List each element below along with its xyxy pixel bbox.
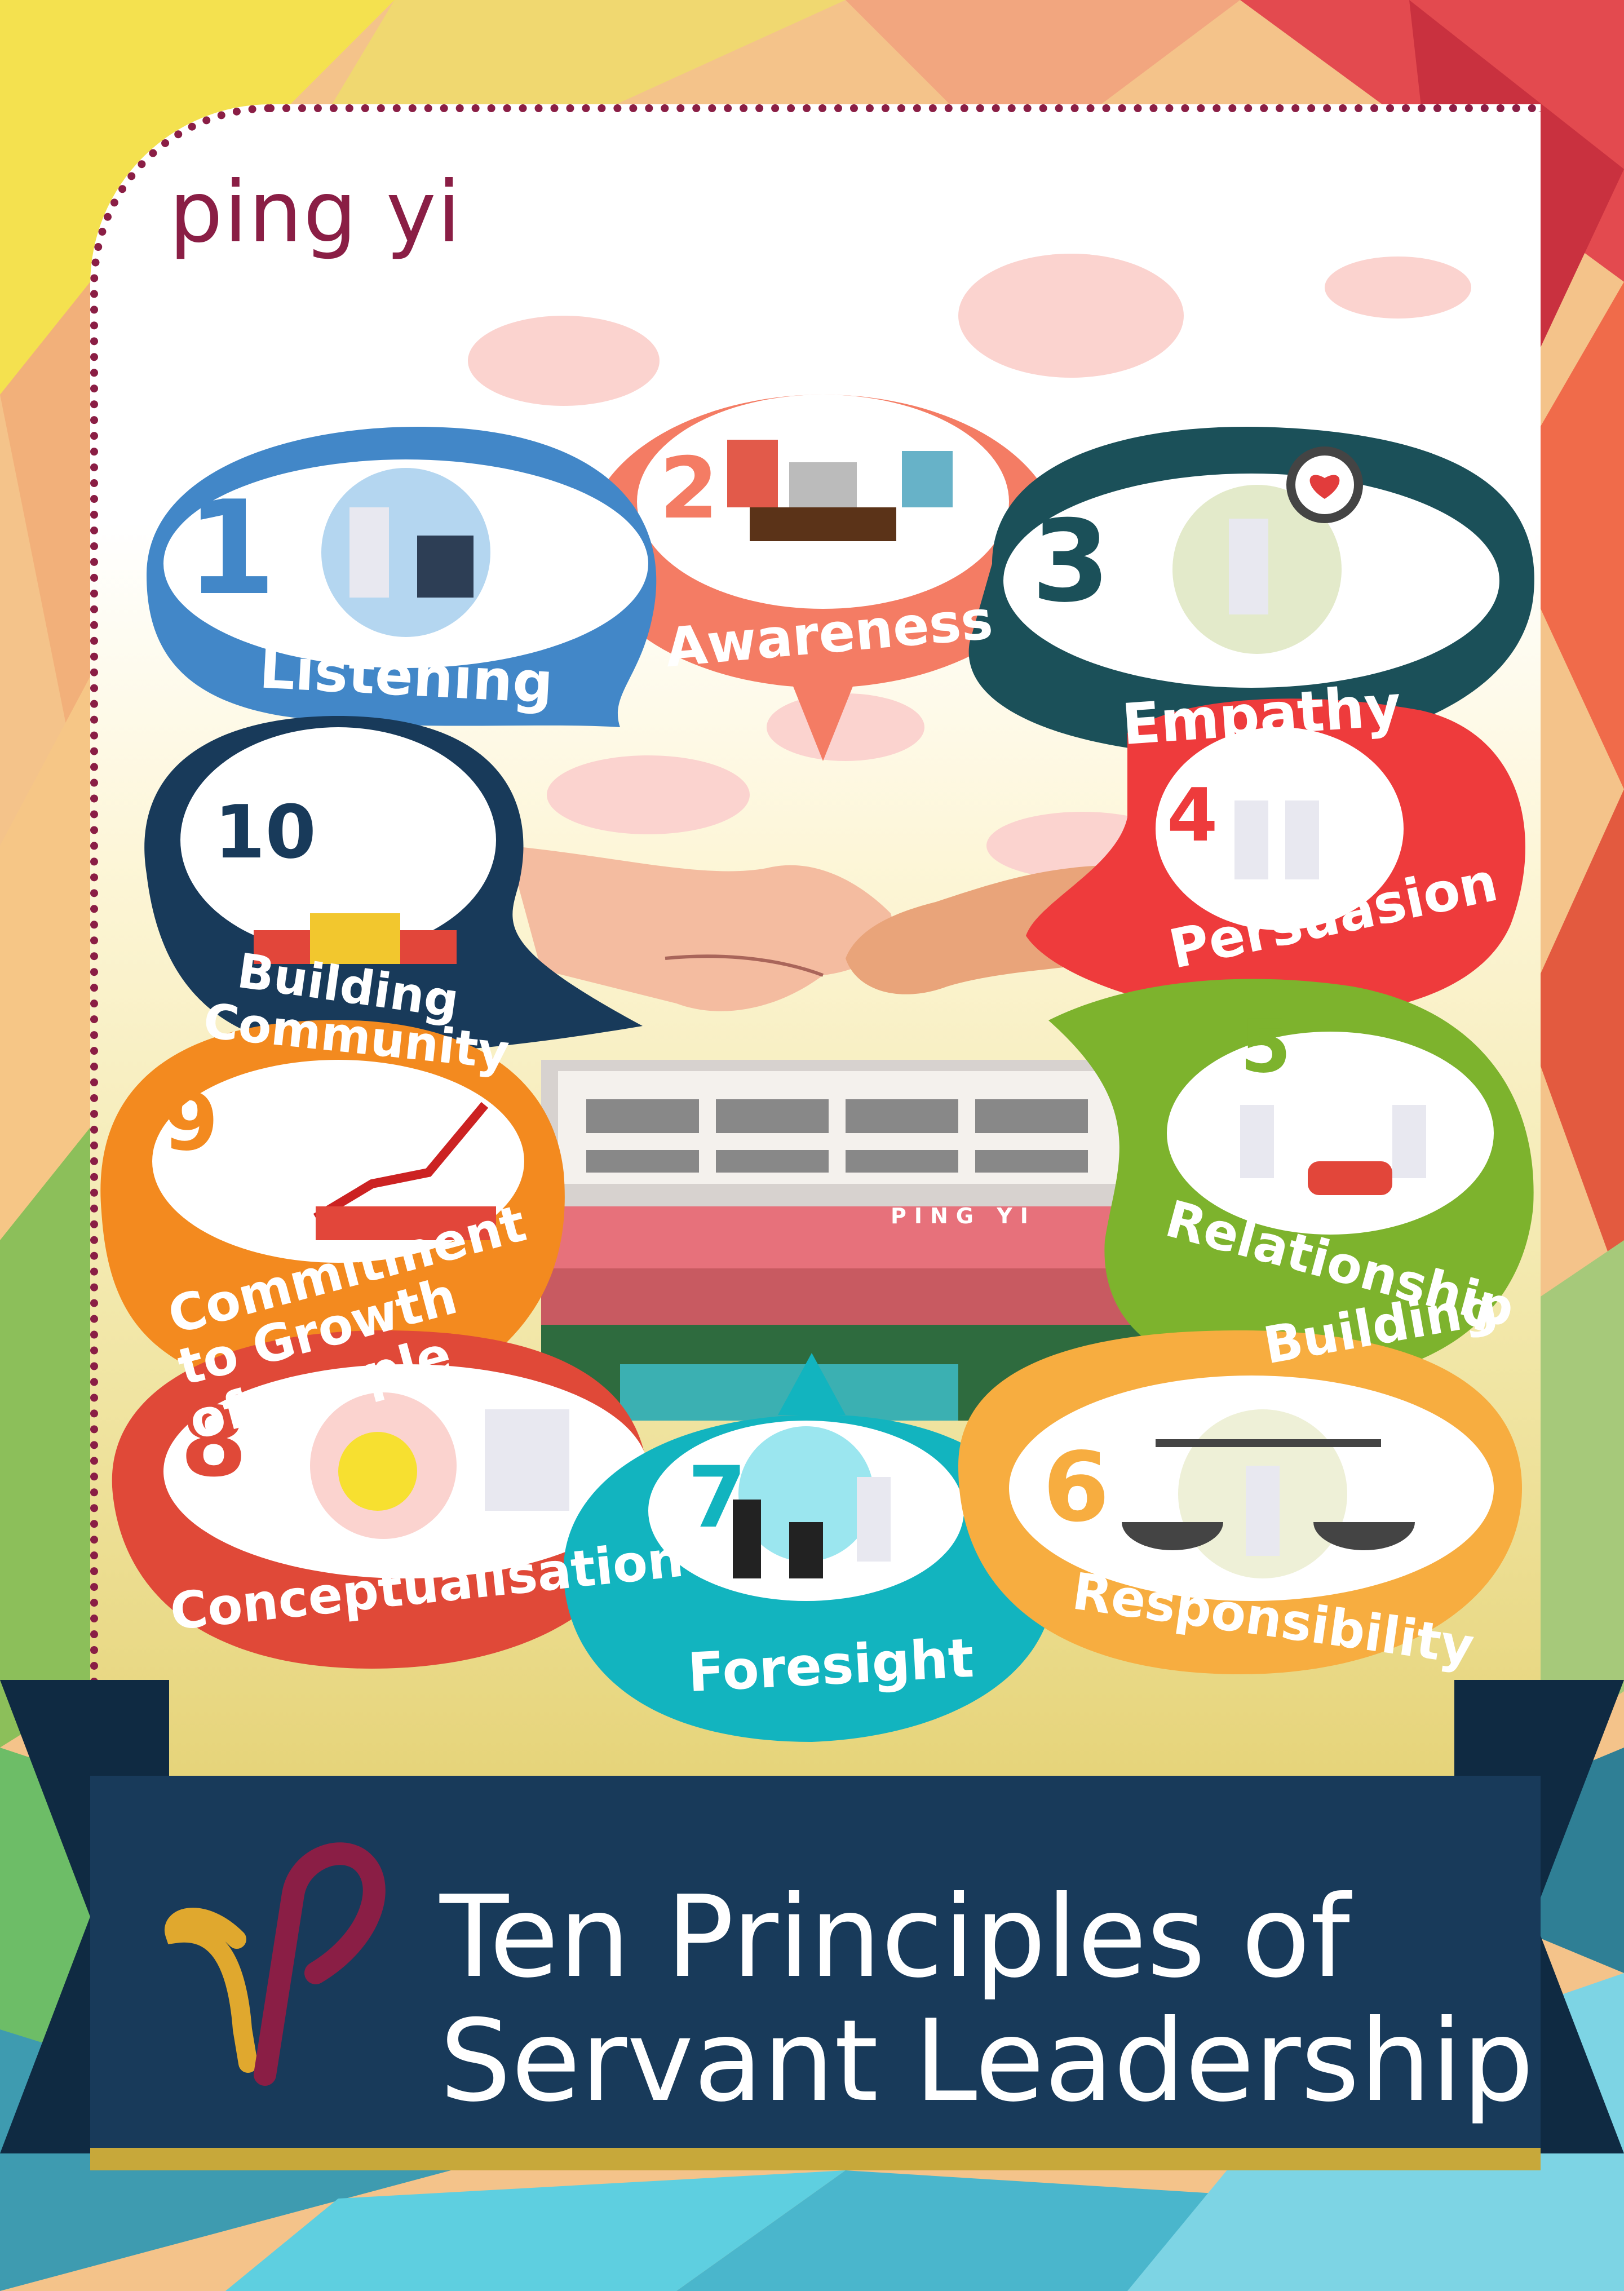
school-logo-icon: [165, 1842, 386, 2086]
bubble-building-community: [144, 716, 643, 1053]
title-line-1: Ten Principles of: [440, 1872, 1350, 2003]
principle-10-number: 10: [214, 789, 316, 875]
title-banner: [0, 1680, 1624, 2170]
principle-4-number: 4: [1167, 772, 1218, 858]
title-line-2: Servant Leadership: [440, 1996, 1534, 2127]
bubble-awareness: [586, 395, 1060, 761]
bubble-foresight: [563, 1353, 1055, 1742]
bubble-responsibility: [958, 1330, 1522, 1674]
bubble-conceptualisation: [112, 1330, 648, 1669]
principle-9-number: 9: [163, 1077, 219, 1169]
brand-name: ping yi: [169, 163, 462, 262]
bubble-commitment: [100, 1020, 565, 1396]
bubble-listening: [147, 427, 657, 727]
principle-1-number: 1: [186, 474, 277, 624]
principle-3-number: 3: [1032, 496, 1110, 627]
bubble-relationship: [1048, 979, 1534, 1382]
principle-8-number: 8: [180, 1387, 247, 1498]
bubble-empathy: [968, 427, 1534, 755]
school-sign: PING YI: [891, 1204, 1036, 1228]
principle-2-number: 2: [660, 440, 719, 538]
bubble-persuasion: [1026, 698, 1526, 1018]
principle-6-number: 6: [1043, 1432, 1110, 1543]
principle-5-number: 5: [1240, 1003, 1291, 1089]
principle-7-number: 7: [688, 1449, 747, 1547]
